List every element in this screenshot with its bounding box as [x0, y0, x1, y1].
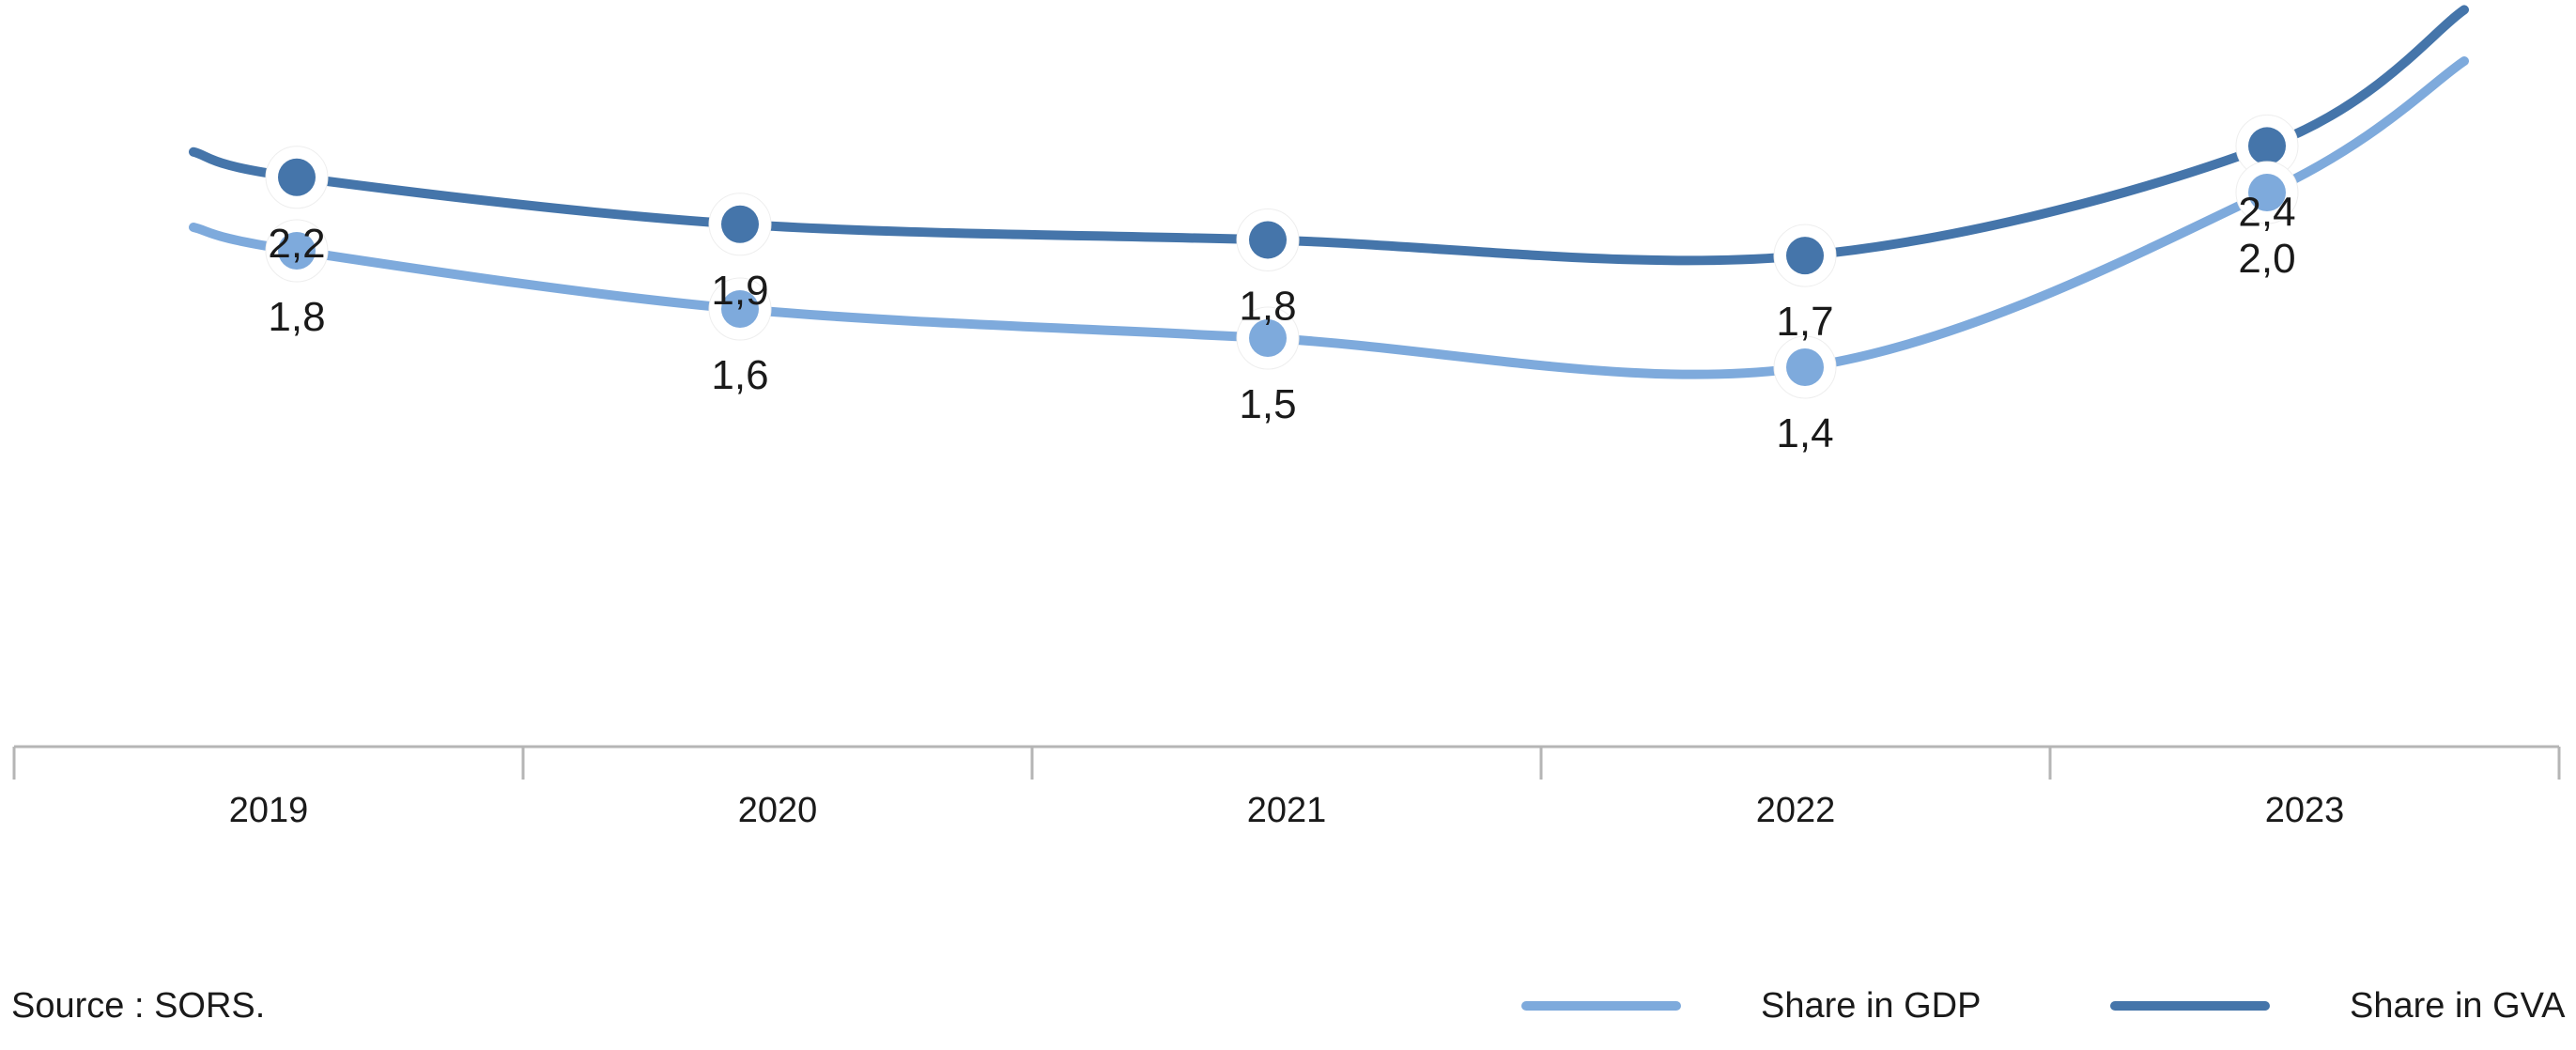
data-point-share-in-gva-2020 — [721, 205, 759, 243]
data-points — [265, 114, 2299, 399]
data-point-share-in-gdp-2020 — [721, 290, 759, 328]
data-label-share-in-gdp-2022: 1,4 — [1776, 410, 1833, 456]
series-lines — [189, 5, 2469, 379]
data-labels: 2,2 1,9 1,8 1,7 2,4 1,8 1,6 1,5 1,4 2,0 — [268, 189, 2295, 456]
data-point-share-in-gva-2019 — [278, 158, 316, 196]
legend: Share in GDP Share in GVA — [1521, 986, 2566, 1026]
series-line-share-in-gva — [189, 5, 2469, 266]
data-label-share-in-gdp-2019: 1,8 — [268, 294, 325, 340]
data-point-share-in-gva-2023 — [2248, 127, 2286, 165]
source-note: Source : SORS. — [11, 986, 265, 1026]
x-tick-label-2022: 2022 — [1756, 791, 1836, 830]
data-point-share-in-gva-2022 — [1786, 237, 1824, 275]
data-point-share-in-gdp-2021 — [1249, 319, 1287, 357]
data-point-share-in-gdp-2022 — [1786, 348, 1824, 386]
data-label-share-in-gva-2022: 1,7 — [1776, 299, 1833, 345]
data-label-share-in-gva-2021: 1,8 — [1239, 283, 1296, 329]
x-axis: 2019 2020 2021 2022 2023 — [12, 745, 2561, 830]
data-label-share-in-gdp-2021: 1,5 — [1239, 381, 1296, 427]
data-label-share-in-gva-2020: 1,9 — [711, 268, 768, 314]
x-tick-label-2019: 2019 — [229, 791, 309, 830]
x-tick-label-2021: 2021 — [1247, 791, 1327, 830]
legend-label-share-in-gdp: Share in GDP — [1761, 986, 1981, 1026]
data-point-share-in-gdp-2023 — [2248, 174, 2286, 211]
legend-label-share-in-gva: Share in GVA — [2350, 986, 2566, 1026]
series-line-share-in-gdp — [189, 56, 2469, 379]
x-tick-label-2023: 2023 — [2265, 791, 2345, 830]
data-label-share-in-gdp-2020: 1,6 — [711, 352, 768, 398]
data-label-share-in-gva-2019: 2,2 — [268, 221, 325, 267]
data-label-share-in-gdp-2023: 2,0 — [2238, 236, 2295, 282]
data-label-share-in-gva-2023: 2,4 — [2238, 189, 2295, 235]
x-tick-label-2020: 2020 — [738, 791, 818, 830]
data-point-share-in-gva-2021 — [1249, 221, 1287, 259]
data-point-share-in-gdp-2019 — [278, 232, 316, 270]
